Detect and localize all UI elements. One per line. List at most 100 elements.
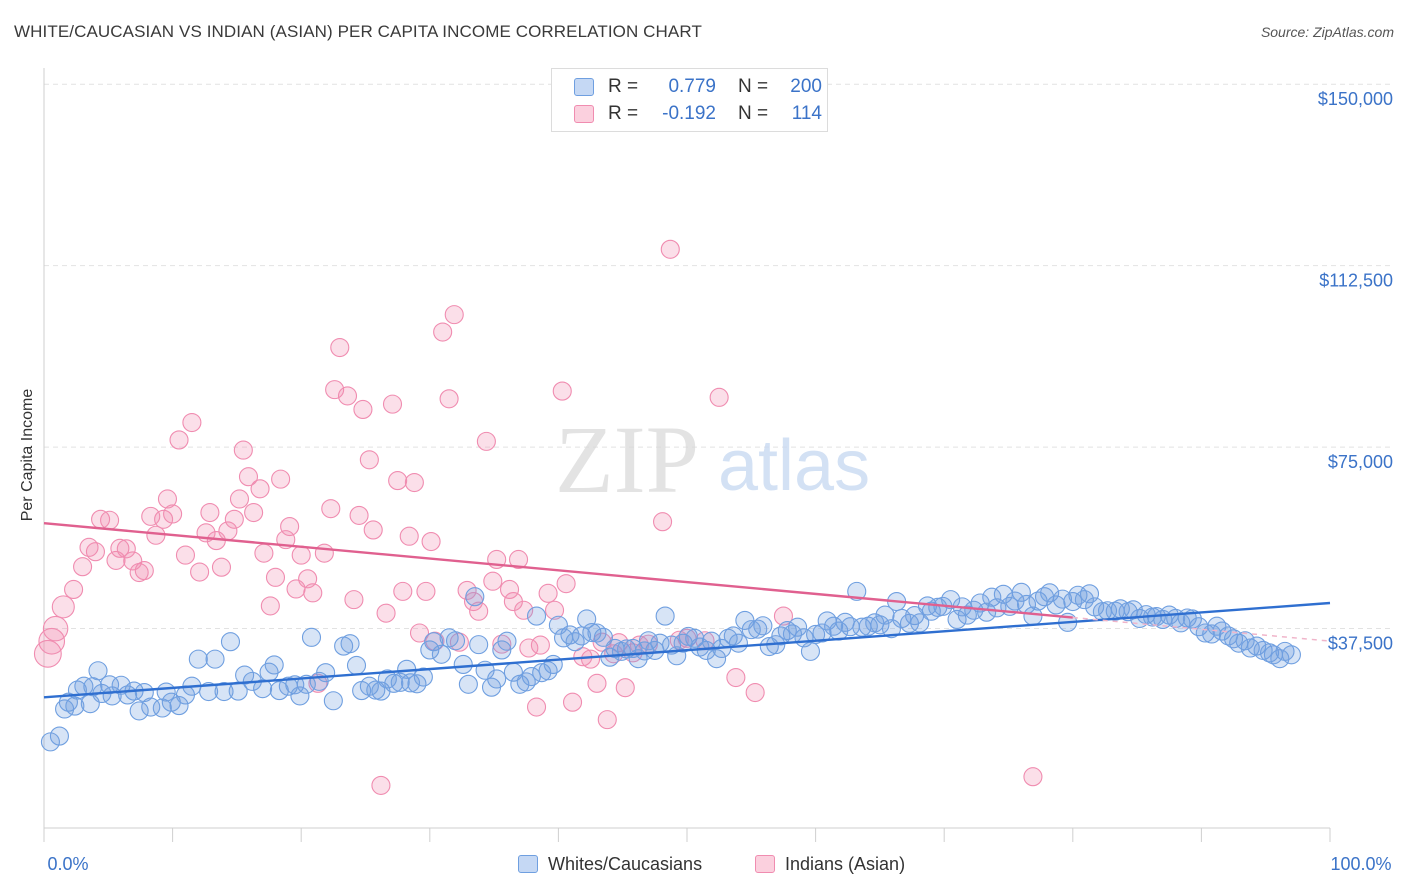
watermark: ZIP atlas bbox=[555, 406, 870, 513]
point-indians bbox=[526, 697, 547, 717]
point-whites bbox=[199, 681, 219, 702]
point-indians bbox=[552, 381, 572, 401]
point-indians bbox=[314, 543, 334, 563]
gridlines bbox=[44, 83, 1392, 630]
point-whites bbox=[788, 617, 808, 637]
point-indians bbox=[64, 579, 84, 600]
point-whites bbox=[806, 624, 826, 645]
point-whites bbox=[453, 654, 473, 675]
point-indians bbox=[298, 569, 318, 589]
point-whites bbox=[707, 649, 727, 669]
point-indians bbox=[303, 583, 323, 603]
point-indians bbox=[388, 471, 408, 491]
point-indians bbox=[146, 525, 166, 545]
point-whites bbox=[188, 649, 208, 669]
legend-n-label: N = bbox=[738, 76, 769, 97]
point-whites bbox=[655, 606, 675, 626]
point-indians bbox=[439, 389, 459, 409]
point-whites bbox=[741, 620, 761, 640]
point-indians bbox=[544, 600, 565, 620]
y-axis-label: Per Capita Income bbox=[19, 388, 36, 522]
point-indians bbox=[492, 634, 512, 654]
y-tick-label: $37,500 bbox=[1328, 634, 1393, 654]
watermark-zip: ZIP bbox=[555, 406, 699, 513]
legend-label-indians: Indians (Asian) bbox=[785, 853, 906, 874]
x-tick-label: 0.0% bbox=[47, 854, 88, 874]
point-indians bbox=[157, 489, 178, 509]
x-tick-label: 100.0% bbox=[1330, 854, 1391, 874]
point-indians bbox=[483, 571, 503, 591]
axes bbox=[43, 68, 1331, 842]
point-whites bbox=[881, 619, 902, 639]
trend-lines bbox=[43, 521, 1331, 699]
point-indians bbox=[260, 596, 280, 616]
legend-r-value: -0.192 bbox=[662, 103, 716, 124]
point-indians bbox=[653, 512, 673, 532]
point-whites bbox=[635, 641, 655, 661]
point-whites bbox=[1063, 591, 1083, 612]
point-indians bbox=[134, 561, 154, 581]
point-indians bbox=[499, 579, 520, 600]
point-indians bbox=[349, 505, 369, 525]
point-indians bbox=[271, 469, 291, 489]
point-whites bbox=[290, 686, 310, 706]
point-indians bbox=[224, 509, 244, 529]
point-whites bbox=[701, 631, 721, 651]
point-whites bbox=[253, 679, 273, 699]
point-indians bbox=[200, 502, 220, 523]
point-indians bbox=[416, 581, 436, 601]
point-whites bbox=[65, 696, 85, 716]
point-indians bbox=[359, 450, 379, 470]
point-indians bbox=[85, 542, 105, 562]
trend-line-indians bbox=[43, 521, 1073, 619]
point-indians bbox=[587, 673, 607, 693]
series-indians-points bbox=[33, 239, 1043, 795]
point-whites bbox=[129, 701, 149, 721]
point-indians bbox=[229, 489, 250, 509]
point-indians bbox=[519, 638, 539, 658]
point-whites bbox=[543, 654, 563, 675]
point-whites bbox=[771, 626, 791, 646]
point-indians bbox=[100, 510, 120, 530]
point-whites bbox=[748, 619, 768, 639]
point-whites bbox=[777, 621, 797, 641]
legend-swatch-indians bbox=[574, 105, 594, 123]
point-indians bbox=[409, 623, 430, 643]
point-whites bbox=[152, 698, 172, 718]
point-whites bbox=[220, 632, 241, 652]
point-indians bbox=[469, 601, 489, 621]
point-indians bbox=[538, 583, 558, 603]
point-whites bbox=[910, 613, 930, 633]
point-indians bbox=[709, 387, 729, 407]
point-indians bbox=[376, 603, 396, 623]
point-indians bbox=[745, 682, 765, 703]
point-indians bbox=[182, 412, 202, 433]
point-indians bbox=[597, 710, 617, 730]
legend-n-value: 200 bbox=[790, 76, 822, 97]
point-indians bbox=[344, 590, 364, 610]
point-whites bbox=[753, 616, 773, 636]
point-whites bbox=[431, 644, 451, 664]
point-whites bbox=[521, 666, 541, 687]
point-whites bbox=[728, 633, 748, 653]
point-indians bbox=[190, 562, 210, 582]
point-whites bbox=[88, 661, 108, 681]
point-whites bbox=[301, 627, 322, 647]
point-whites bbox=[40, 732, 60, 752]
legend-swatch-indians bbox=[755, 855, 775, 873]
legend-row-whites: R = 0.779 N = 200 bbox=[574, 75, 822, 99]
tick-labels: $37,500 $75,000 $112,500 $150,000 0.0% 100.0% bbox=[47, 89, 1393, 874]
legend-r-label: R = bbox=[608, 103, 639, 124]
point-indians bbox=[457, 580, 477, 600]
point-whites bbox=[235, 665, 255, 685]
point-whites bbox=[458, 674, 478, 694]
point-indians bbox=[233, 440, 253, 460]
point-whites bbox=[947, 609, 967, 630]
legend-n-label: N = bbox=[738, 103, 769, 124]
point-whites bbox=[847, 581, 867, 601]
legend-swatch-whites bbox=[518, 855, 538, 873]
point-indians bbox=[238, 467, 259, 487]
point-indians bbox=[726, 667, 746, 688]
point-indians bbox=[73, 557, 93, 577]
watermark-atlas: atlas bbox=[718, 426, 870, 506]
